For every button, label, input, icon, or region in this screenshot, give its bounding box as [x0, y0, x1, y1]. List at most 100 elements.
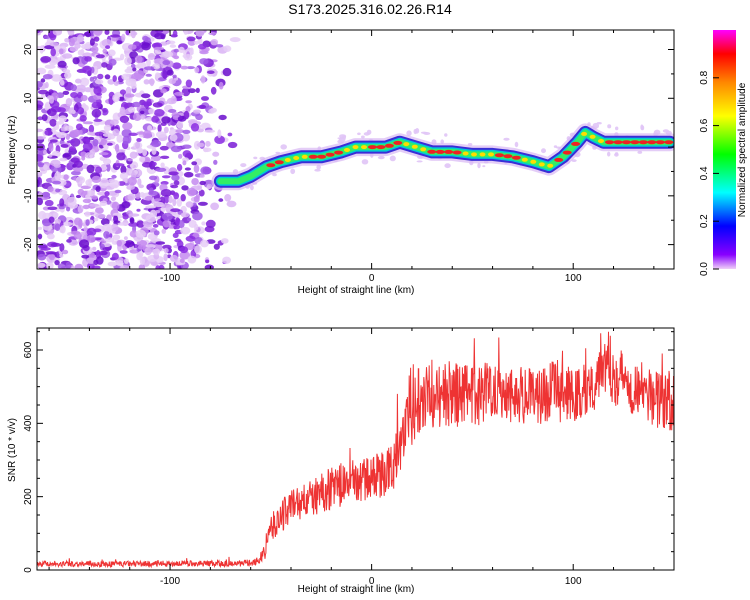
noise-blob	[62, 153, 71, 158]
noise-blob	[184, 167, 191, 171]
noise-blob	[161, 228, 167, 234]
noise-blob	[73, 104, 79, 112]
noise-blob	[186, 217, 192, 222]
noise-blob	[114, 163, 125, 167]
noise-blob	[172, 232, 179, 238]
noise-blob	[203, 147, 209, 153]
chart-title: S173.2025.316.02.26.R14	[288, 1, 452, 17]
noise-blob	[163, 194, 170, 204]
noise-blob	[416, 160, 423, 163]
noise-blob	[440, 139, 445, 144]
noise-blob	[155, 30, 164, 33]
snr-frame	[36, 327, 675, 571]
noise-blob	[176, 198, 182, 207]
ridge-peak	[613, 140, 623, 145]
ridge-peak	[554, 157, 564, 162]
noise-blob	[75, 84, 86, 91]
noise-blob	[64, 125, 74, 131]
noise-blob	[195, 113, 203, 121]
noise-blob	[109, 179, 120, 189]
spectrogram-y-tick-label-1: 10	[23, 92, 34, 104]
noise-blob	[176, 163, 183, 172]
noise-blob	[90, 45, 99, 54]
ridge-peak	[427, 149, 437, 154]
noise-blob	[82, 121, 94, 125]
snr-y-label: SNR (10 * v/v)	[7, 418, 18, 482]
noise-blob	[210, 202, 220, 211]
noise-blob	[81, 156, 86, 161]
noise-blob	[79, 77, 90, 87]
noise-blob	[185, 79, 193, 88]
noise-blob	[48, 143, 54, 152]
noise-blob	[105, 200, 112, 205]
noise-blob	[153, 230, 160, 236]
snr-y-tick-label-0: 0	[23, 567, 34, 573]
spectrogram-y-tick-label-3: -10	[23, 188, 34, 203]
noise-blob	[152, 102, 163, 108]
noise-blob	[183, 54, 193, 61]
noise-blob	[47, 233, 55, 240]
noise-blob	[37, 179, 40, 188]
noise-blob	[153, 109, 165, 117]
noise-blob	[173, 180, 180, 186]
noise-blob	[62, 221, 73, 227]
noise-blob	[181, 185, 189, 191]
noise-blob	[148, 108, 155, 115]
noise-blob	[185, 100, 192, 104]
noise-blob	[143, 79, 150, 85]
noise-blob	[280, 144, 288, 150]
noise-blob	[183, 171, 194, 178]
noise-blob	[77, 34, 84, 43]
noise-blob	[179, 258, 185, 263]
noise-blob	[80, 185, 92, 190]
noise-blob	[107, 261, 118, 267]
noise-blob	[125, 30, 130, 36]
noise-blob	[143, 66, 155, 71]
noise-blob	[150, 217, 156, 223]
noise-blob	[64, 38, 70, 43]
noise-blob	[207, 70, 215, 74]
noise-blob	[180, 65, 189, 70]
noise-blob	[166, 69, 174, 76]
noise-blob	[415, 128, 420, 134]
colorbar-tick-label-3: 0.6	[699, 118, 710, 132]
noise-blob	[129, 218, 135, 224]
noise-blob	[182, 129, 191, 134]
noise-blob	[162, 70, 168, 79]
ridge-peak	[376, 145, 386, 150]
noise-blob	[93, 86, 102, 95]
noise-blob	[112, 128, 120, 137]
ridge-peak	[638, 140, 648, 145]
noise-blob	[210, 39, 219, 46]
noise-blob	[37, 171, 43, 177]
noise-blob	[128, 78, 137, 84]
noise-blob	[205, 140, 211, 147]
noise-blob	[142, 130, 152, 139]
ridge-peak	[605, 140, 614, 145]
ridge-peak	[479, 152, 486, 157]
noise-blob	[192, 109, 202, 114]
noise-blob	[217, 129, 222, 139]
noise-blob	[75, 194, 82, 199]
noise-blob	[75, 176, 86, 185]
noise-blob	[102, 48, 108, 54]
noise-blob	[84, 211, 91, 217]
noise-blob	[160, 155, 170, 159]
noise-blob	[339, 134, 347, 139]
noise-blob	[136, 220, 145, 228]
noise-blob	[163, 170, 169, 175]
noise-blob	[119, 53, 125, 61]
noise-blob	[218, 81, 224, 90]
noise-blob	[37, 87, 40, 91]
ridge-peak	[393, 140, 403, 145]
noise-blob	[128, 213, 140, 217]
noise-blob	[185, 235, 196, 242]
noise-blob	[152, 248, 161, 255]
noise-blob	[187, 255, 197, 264]
ridge-peak	[308, 154, 318, 159]
colorbar-ticks: 0.0 0.2 0.4 0.6 0.8	[699, 70, 719, 276]
noise-blob	[112, 75, 117, 83]
noise-blob	[138, 156, 146, 163]
